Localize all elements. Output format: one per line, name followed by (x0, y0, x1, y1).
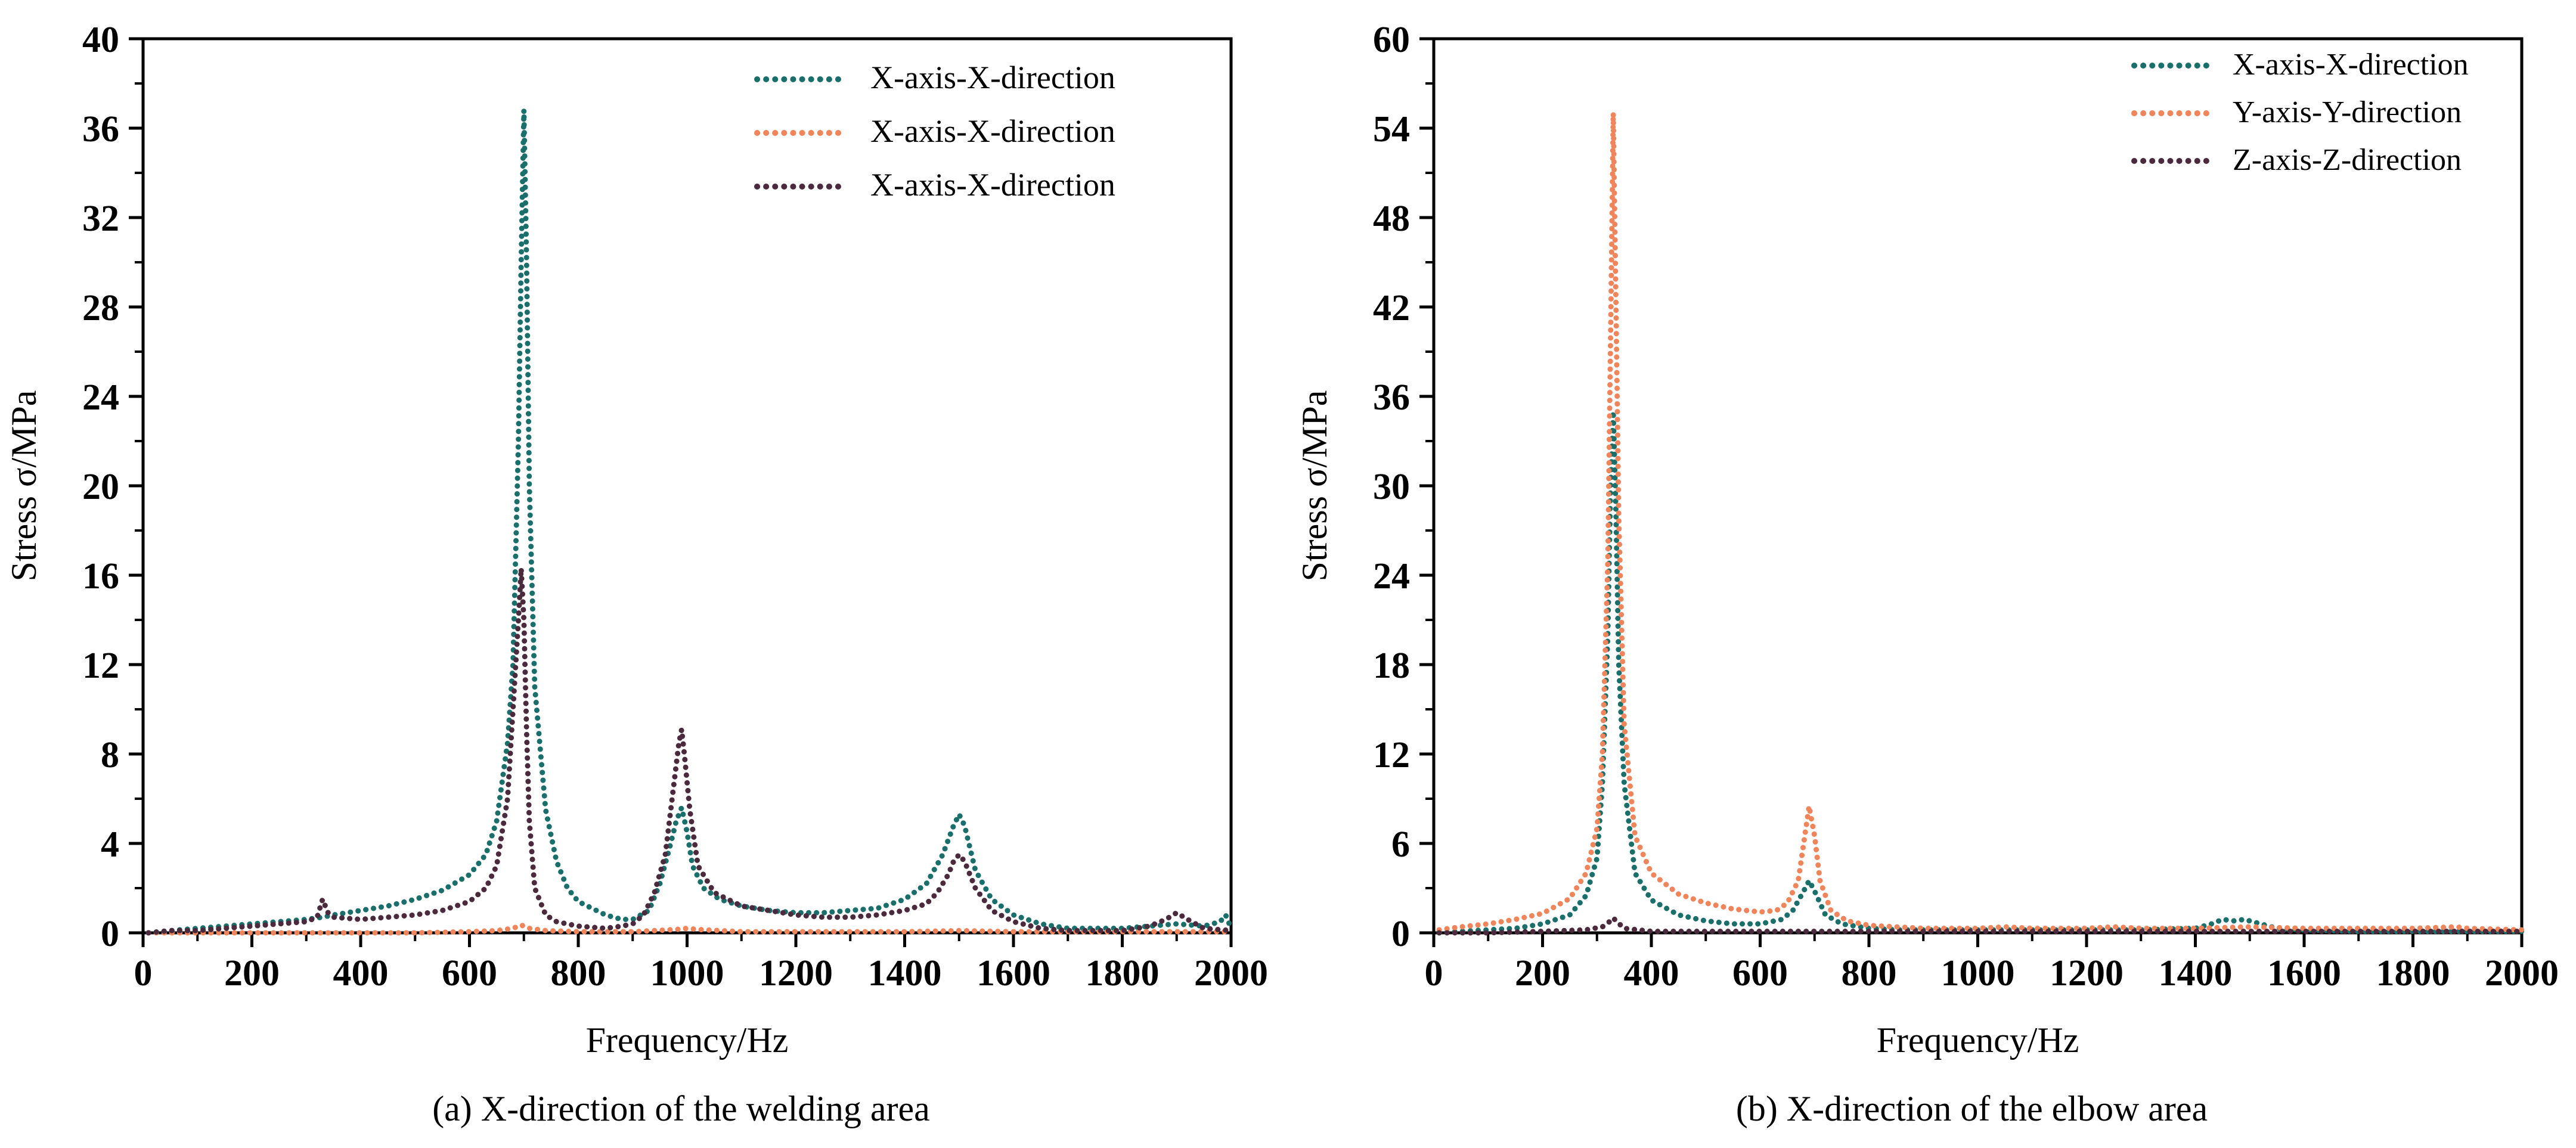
y-tick-label: 28 (82, 288, 119, 328)
x-tick-label: 200 (224, 953, 280, 994)
series-line-3 (145, 566, 1234, 936)
x-tick-label: 1200 (2050, 953, 2124, 994)
y-tick-label: 16 (82, 556, 119, 597)
y-tick-label: 8 (101, 735, 119, 775)
x-tick-label: 400 (333, 953, 389, 994)
panel-caption: (b) X-direction of the elbow area (1736, 1089, 2208, 1128)
x-tick-label: 400 (1624, 953, 1679, 994)
y-tick-label: 12 (1373, 735, 1410, 775)
x-tick-label: 1200 (759, 953, 833, 994)
y-tick-label: 36 (82, 109, 119, 150)
x-tick-label: 1800 (1086, 953, 1160, 994)
series-line-3 (1436, 915, 2525, 936)
x-tick-label: 2000 (1194, 953, 1268, 994)
y-axis-label: Stress σ/MPa (1295, 390, 1334, 582)
y-tick-label: 24 (1373, 556, 1410, 597)
x-tick-label: 1600 (2267, 953, 2341, 994)
legend-label-2: X-axis-X-direction (870, 113, 1115, 149)
series-line-1 (145, 107, 1234, 936)
y-tick-label: 24 (82, 377, 119, 418)
y-tick-label: 30 (1373, 467, 1410, 507)
y-axis-label: Stress σ/MPa (4, 390, 44, 582)
y-tick-label: 6 (1391, 824, 1410, 865)
y-tick-label: 18 (1373, 646, 1410, 686)
legend-label-3: Z-axis-Z-direction (2233, 143, 2462, 177)
x-tick-label: 1000 (650, 953, 724, 994)
chart-panel-a: 0 200 400 600 800 1000 1200 1400 1600 1800 2000 0 4 8… (4, 20, 1268, 1128)
y-tick-label: 20 (82, 467, 119, 507)
legend-label-2: Y-axis-Y-direction (2233, 95, 2462, 129)
x-tick-label: 0 (134, 953, 153, 994)
x-tick-label: 600 (442, 953, 497, 994)
panel-caption: (a) X-direction of the welding area (432, 1089, 930, 1128)
x-tick-label: 1600 (977, 953, 1050, 994)
y-tick-label: 12 (82, 646, 119, 686)
y-tick-label: 54 (1373, 109, 1410, 150)
chart-panel-b: 0 200 400 600 800 1000 1200 1400 1600 1800 2000 0 6 1… (1295, 20, 2559, 1128)
x-tick-label: 2000 (2485, 953, 2559, 994)
y-tick-label: 48 (1373, 198, 1410, 239)
x-tick-label: 800 (551, 953, 606, 994)
x-tick-label: 1800 (2376, 953, 2450, 994)
y-tick-label: 36 (1373, 377, 1410, 418)
y-tick-label: 0 (101, 914, 119, 954)
x-tick-label: 0 (1425, 953, 1443, 994)
series-line-2 (1436, 110, 2525, 933)
y-tick-label: 32 (82, 198, 119, 239)
legend: X-axis-X-direction Y-axis-Y-direction Z-ax… (2131, 48, 2469, 177)
legend-label-1: X-axis-X-direction (870, 60, 1115, 95)
x-tick-label: 1000 (1941, 953, 2015, 994)
x-tick-label: 600 (1732, 953, 1788, 994)
x-axis-label: Frequency/Hz (1877, 1020, 2079, 1060)
x-tick-label: 1400 (868, 953, 942, 994)
legend-label-1: X-axis-X-direction (2233, 48, 2469, 82)
series-line-2 (145, 922, 1234, 936)
x-axis-label: Frequency/Hz (586, 1020, 789, 1060)
y-tick-label: 4 (101, 824, 119, 865)
y-tick-label: 0 (1391, 914, 1410, 954)
x-tick-label: 200 (1515, 953, 1570, 994)
x-tick-label: 1400 (2159, 953, 2233, 994)
legend: X-axis-X-direction X-axis-X-direction X-ax… (754, 60, 1115, 203)
x-tick-label: 800 (1842, 953, 1897, 994)
legend-label-3: X-axis-X-direction (870, 167, 1115, 203)
y-tick-label: 40 (82, 20, 119, 60)
series-line-1 (1436, 408, 2525, 936)
y-tick-label: 42 (1373, 288, 1410, 328)
y-tick-label: 60 (1373, 20, 1410, 60)
